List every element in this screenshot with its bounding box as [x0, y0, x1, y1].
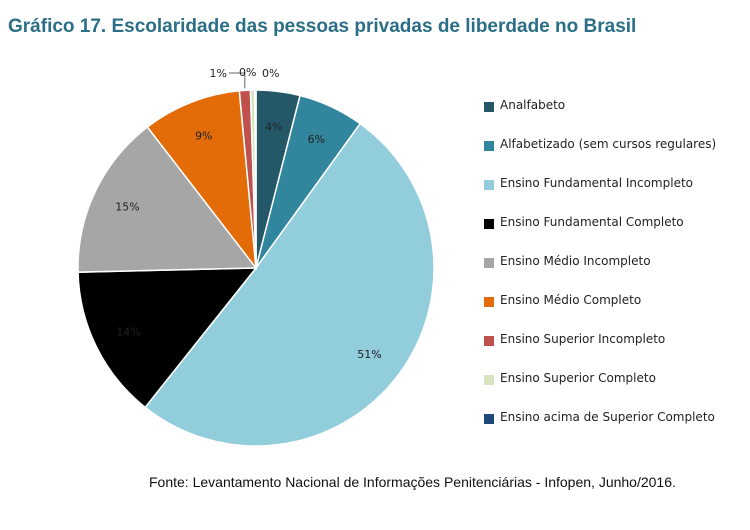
legend-item-ensino-acima-de-superior-completo: Ensino acima de Superior Completo	[484, 410, 716, 449]
legend-item-ensino-superior-completo: Ensino Superior Completo	[484, 371, 716, 410]
legend-item-alfabetizado-sem-cursos-regulares: Alfabetizado (sem cursos regulares)	[484, 137, 716, 176]
legend-swatch	[484, 102, 494, 112]
legend-swatch	[484, 141, 494, 151]
legend-item-analfabeto: Analfabeto	[484, 98, 716, 137]
leader-lines	[229, 72, 246, 89]
leader-line	[229, 72, 246, 89]
legend-label: Analfabeto	[500, 98, 566, 112]
legend-label: Ensino Superior Completo	[500, 371, 656, 385]
legend-swatch	[484, 297, 494, 307]
pie-slice-ensino-fundamental-incompleto	[144, 122, 435, 447]
slice-label-ensino-fundamental-incompleto: 51%	[357, 348, 381, 361]
legend-item-ensino-medio-incompleto: Ensino Médio Incompleto	[484, 254, 716, 293]
legend-label: Ensino Fundamental Completo	[500, 215, 684, 229]
legend-swatch	[484, 336, 494, 346]
legend-swatch	[484, 180, 494, 190]
legend-label: Ensino Superior Incompleto	[500, 332, 666, 346]
legend-swatch	[484, 219, 494, 229]
pie-slices	[77, 89, 435, 447]
source-note: Fonte: Levantamento Nacional de Informaç…	[149, 474, 676, 490]
slice-label-ensino-medio-incompleto: 15%	[115, 201, 139, 214]
pie-slice-ensino-acima-de-superior-completo	[254, 89, 257, 269]
pie-slice-ensino-medio-incompleto	[77, 125, 258, 273]
legend: Analfabeto Alfabetizado (sem cursos regul…	[484, 98, 716, 449]
legend-label: Ensino Fundamental Incompleto	[500, 176, 694, 190]
slice-label-alfabetizado-sem-cursos-regulares: 6%	[308, 133, 325, 146]
slice-label-ensino-superior-completo: 0%	[239, 66, 256, 79]
slice-label-analfabeto: 4%	[265, 121, 282, 134]
slice-label-ensino-fundamental-completo: 14%	[116, 325, 140, 338]
legend-label: Ensino Médio Completo	[500, 293, 642, 307]
legend-swatch	[484, 414, 494, 424]
legend-label: Ensino Médio Incompleto	[500, 254, 651, 268]
pie-slice-ensino-fundamental-completo	[77, 267, 258, 409]
legend-label: Ensino acima de Superior Completo	[500, 410, 715, 424]
legend-swatch	[484, 258, 494, 268]
legend-item-ensino-fundamental-incompleto: Ensino Fundamental Incompleto	[484, 176, 716, 215]
legend-swatch	[484, 375, 494, 385]
legend-item-ensino-superior-incompleto: Ensino Superior Incompleto	[484, 332, 716, 371]
legend-item-ensino-medio-completo: Ensino Médio Completo	[484, 293, 716, 332]
legend-label: Alfabetizado (sem cursos regulares)	[500, 137, 717, 151]
slice-label-ensino-acima-de-superior-completo: 0%	[262, 67, 279, 80]
slice-label-ensino-superior-incompleto: 1%	[210, 67, 227, 80]
slice-label-ensino-medio-completo: 9%	[195, 130, 212, 143]
chart-title: Gráfico 17. Escolaridade das pessoas pri…	[8, 16, 637, 37]
legend-item-ensino-fundamental-completo: Ensino Fundamental Completo	[484, 215, 716, 254]
slice-labels: 4% 6% 51% 14% 15% 9% 1% 0% 0%	[115, 66, 381, 361]
pie-slice-ensino-medio-completo	[146, 89, 257, 271]
